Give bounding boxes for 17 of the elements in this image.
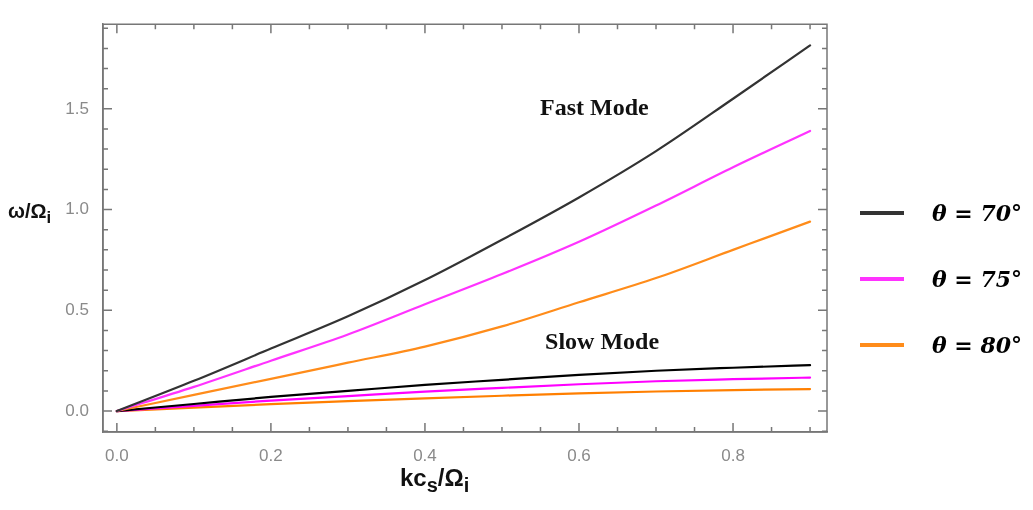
- y-axis-title: ω/Ω$_{i}$: [8, 200, 52, 228]
- legend-label: θ = 80°: [932, 332, 1023, 358]
- y-tick-label: 1.5: [65, 98, 89, 118]
- y-tick-label: 1.0: [65, 199, 89, 219]
- annotation: Fast Mode: [540, 94, 650, 121]
- x-tick-label: 0.0: [105, 445, 129, 465]
- x-tick-label: 0.4: [413, 445, 437, 465]
- annotation: Slow Mode: [545, 327, 660, 354]
- x-axis-title: kc$_{s}$/Ω$_{i}$: [400, 464, 470, 497]
- x-tick-label: 0.8: [721, 445, 745, 465]
- x-tick-label: 0.2: [259, 445, 283, 465]
- y-tick-label: 0.5: [65, 299, 89, 319]
- line-series: [115, 44, 812, 413]
- legend-label: θ = 70°: [932, 200, 1023, 226]
- x-tick-label: 0.6: [567, 445, 591, 465]
- legend-label: θ = 75°: [932, 266, 1023, 292]
- y-tick-label: 0.0: [65, 400, 89, 420]
